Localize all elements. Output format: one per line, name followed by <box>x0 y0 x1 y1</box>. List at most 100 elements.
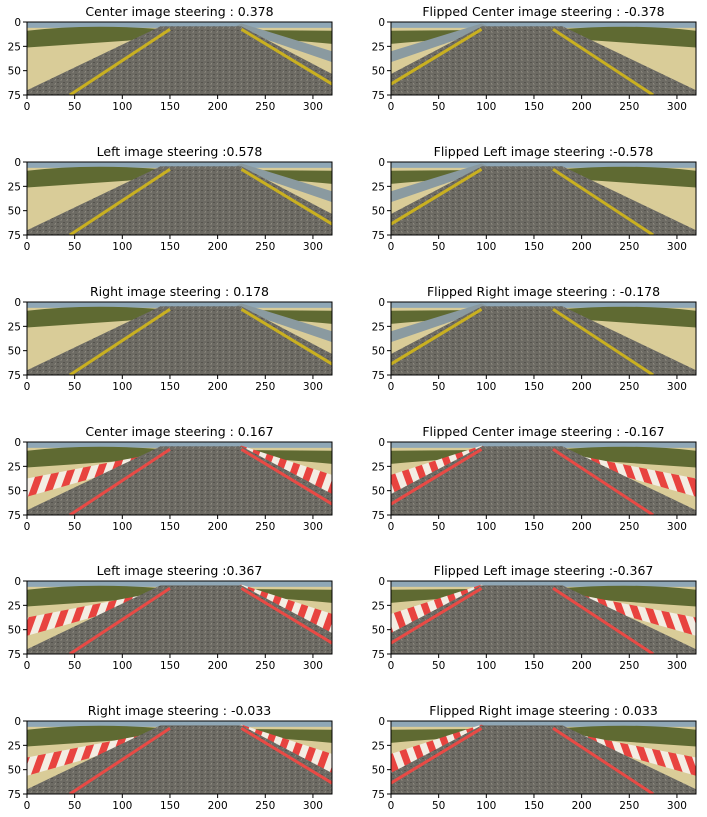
axes-frame <box>390 441 697 516</box>
x-tick-label: 150 <box>160 800 180 812</box>
axes-frame <box>26 720 333 795</box>
y-tick-label: 0 <box>14 437 21 449</box>
x-tick-label: 50 <box>432 241 445 253</box>
axes-frame <box>390 720 697 795</box>
right-lane-line <box>391 727 483 785</box>
subplot: Left image steering :0.578 0 50 100 150 200 25… <box>8 144 333 253</box>
x-tick-label: 50 <box>68 381 81 393</box>
y-tick-label: 75 <box>8 789 21 801</box>
y-tick-label: 25 <box>372 321 385 333</box>
subplot: Flipped Left image steering :-0.367 0 50 10… <box>372 563 697 672</box>
x-tick-label: 150 <box>160 381 180 393</box>
x-tick-label: 0 <box>388 381 395 393</box>
x-tick-label: 200 <box>572 521 592 533</box>
axes-frame <box>390 21 697 96</box>
x-tick-label: 150 <box>524 660 544 672</box>
subplot-title: Flipped Right image steering : 0.033 <box>429 703 658 718</box>
x-tick-label: 250 <box>619 800 639 812</box>
y-tick-label: 0 <box>14 17 21 29</box>
subplot: Flipped Right image steering : 0.033 0 50 1… <box>372 703 697 812</box>
x-tick-label: 300 <box>667 800 687 812</box>
right-lane-line <box>391 308 483 366</box>
x-tick-label: 250 <box>619 101 639 113</box>
y-tick-label: 75 <box>8 90 21 102</box>
x-tick-label: 50 <box>68 101 81 113</box>
x-tick-label: 200 <box>208 800 228 812</box>
x-tick-label: 0 <box>388 241 395 253</box>
y-tick-label: 75 <box>372 370 385 382</box>
axes-frame <box>26 161 333 236</box>
x-tick-label: 200 <box>208 381 228 393</box>
y-tick-label: 75 <box>8 510 21 522</box>
left-lane-line <box>69 448 171 515</box>
right-lane-line <box>391 448 483 506</box>
y-tick-label: 50 <box>8 346 21 358</box>
camera-image <box>27 22 332 95</box>
right-lane-line <box>240 308 332 366</box>
x-tick-label: 50 <box>68 660 81 672</box>
y-tick-label: 50 <box>8 206 21 218</box>
axes-frame <box>26 301 333 376</box>
camera-image <box>27 302 332 375</box>
x-tick-label: 300 <box>303 381 323 393</box>
x-tick-label: 0 <box>24 800 31 812</box>
y-tick-label: 25 <box>372 461 385 473</box>
x-tick-label: 0 <box>24 521 31 533</box>
x-tick-label: 300 <box>667 521 687 533</box>
barrier <box>391 23 492 63</box>
y-tick-label: 0 <box>378 17 385 29</box>
subplot: Flipped Left image steering :-0.578 0 50 10… <box>372 144 697 253</box>
camera-image <box>391 302 696 375</box>
x-tick-label: 0 <box>24 241 31 253</box>
y-tick-label: 0 <box>14 716 21 728</box>
x-tick-label: 250 <box>619 521 639 533</box>
x-tick-label: 0 <box>388 521 395 533</box>
y-tick-label: 25 <box>8 321 21 333</box>
road <box>391 306 696 375</box>
x-tick-label: 0 <box>24 101 31 113</box>
right-lane-line <box>240 28 332 86</box>
subplot-title: Flipped Center image steering : -0.167 <box>422 424 664 439</box>
x-tick-label: 250 <box>255 521 275 533</box>
barrier <box>391 303 492 343</box>
x-tick-label: 200 <box>572 101 592 113</box>
y-tick-label: 25 <box>8 740 21 752</box>
x-tick-label: 250 <box>255 381 275 393</box>
x-tick-label: 200 <box>572 660 592 672</box>
x-tick-label: 250 <box>619 381 639 393</box>
x-tick-label: 100 <box>476 800 496 812</box>
left-lane-line <box>69 587 171 654</box>
camera-image <box>27 581 332 654</box>
y-tick-label: 25 <box>8 41 21 53</box>
left-lane-line <box>69 168 171 235</box>
subplot-title: Flipped Left image steering :-0.367 <box>434 563 654 578</box>
road <box>27 306 332 375</box>
x-tick-label: 300 <box>667 101 687 113</box>
y-tick-label: 0 <box>378 157 385 169</box>
x-tick-label: 300 <box>303 660 323 672</box>
x-tick-label: 50 <box>68 241 81 253</box>
left-lane-line <box>69 308 171 375</box>
x-tick-label: 0 <box>24 381 31 393</box>
x-tick-label: 150 <box>160 241 180 253</box>
x-tick-label: 100 <box>476 660 496 672</box>
x-tick-label: 100 <box>112 241 132 253</box>
x-tick-label: 100 <box>112 800 132 812</box>
y-tick-label: 50 <box>372 625 385 637</box>
left-lane-line <box>552 448 654 515</box>
x-tick-label: 300 <box>303 800 323 812</box>
camera-image <box>27 162 332 235</box>
x-tick-label: 100 <box>476 381 496 393</box>
left-lane-line <box>552 587 654 654</box>
left-lane-line <box>69 28 171 95</box>
subplot: Flipped Right image steering : -0.178 0 50… <box>372 284 697 393</box>
x-tick-label: 100 <box>112 660 132 672</box>
y-tick-label: 50 <box>8 66 21 78</box>
subplot-title: Center image steering : 0.378 <box>85 4 273 19</box>
x-tick-label: 300 <box>303 521 323 533</box>
road <box>27 166 332 235</box>
x-tick-label: 0 <box>24 660 31 672</box>
road <box>391 166 696 235</box>
